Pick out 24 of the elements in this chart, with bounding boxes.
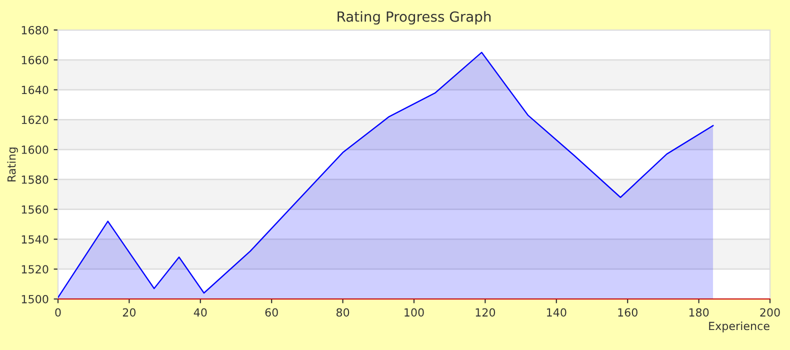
x-tick-label: 40: [194, 308, 207, 317]
y-tick-label: 1660: [22, 56, 48, 64]
y-axis-title: Rating: [7, 148, 18, 182]
x-tick-label: 200: [760, 308, 780, 317]
y-tick-label: 1600: [22, 146, 48, 154]
x-tick-label: 120: [476, 308, 496, 317]
y-tick-label: 1680: [22, 26, 48, 34]
y-tick-label: 1520: [22, 265, 48, 274]
x-tick-label: 140: [547, 308, 566, 317]
y-tick-label: 1620: [22, 116, 48, 124]
y-tick-label: 1560: [22, 205, 48, 214]
x-tick-label: 60: [265, 308, 278, 317]
y-tick-label: 1500: [22, 294, 48, 304]
x-axis-title: Experience: [709, 322, 770, 332]
x-tick-label: 20: [122, 308, 136, 317]
chart-title: Rating Progress Graph: [338, 11, 491, 25]
y-tick-label: 1640: [22, 86, 48, 94]
x-tick-label: 100: [404, 308, 424, 317]
x-tick-label: 160: [618, 308, 638, 317]
x-tick-label: 0: [55, 308, 61, 317]
y-tick-label: 1580: [22, 175, 48, 184]
y-tick-label: 1540: [22, 235, 48, 244]
x-tick-label: 80: [336, 308, 350, 317]
x-tick-label: 180: [689, 308, 709, 317]
